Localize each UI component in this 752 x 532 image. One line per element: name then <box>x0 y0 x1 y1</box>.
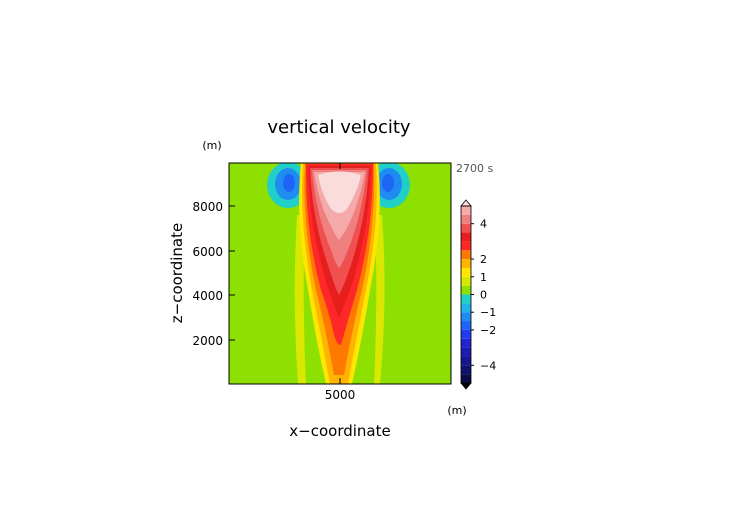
colorbar-segment <box>461 232 471 242</box>
colorbar-tick-label: 2 <box>480 253 487 266</box>
y-tick-label: 8000 <box>192 200 223 214</box>
colorbar-segment <box>461 214 471 224</box>
colorbar-top-arrow <box>460 199 472 207</box>
colorbar-segment <box>461 294 471 304</box>
colorbar-tick-label: −4 <box>480 359 496 372</box>
colorbar-segment <box>461 329 471 339</box>
colorbar-labels: 4 2 1 0 −1 −2 −4 <box>471 218 496 372</box>
y-unit-label: (m) <box>202 139 221 152</box>
colorbar-segment <box>461 312 471 322</box>
contour-field <box>229 163 451 384</box>
colorbar-segment <box>461 223 471 233</box>
colorbar-segment <box>461 303 471 313</box>
left-downdraft <box>267 163 309 208</box>
colorbar-segment <box>461 338 471 348</box>
colorbar-tick-label: 4 <box>480 218 487 231</box>
colorbar-segment <box>461 276 471 286</box>
colorbar-tick-label: −2 <box>480 324 496 337</box>
colorbar-segment <box>461 347 471 357</box>
colorbar-tick-label: 0 <box>480 289 487 302</box>
colorbar-segment <box>461 206 471 215</box>
colorbar-tick-label: 1 <box>480 271 487 284</box>
colorbar-segment <box>461 321 471 330</box>
x-unit-label: (m) <box>447 404 466 417</box>
colorbar-tick-label: −1 <box>480 306 496 319</box>
y-axis: 2000 4000 6000 8000 <box>192 200 235 348</box>
chart-title: vertical velocity <box>267 117 411 138</box>
colorbar-segment <box>461 285 471 295</box>
x-tick-label: 5000 <box>325 388 356 402</box>
colorbar-segment <box>461 250 471 260</box>
time-label: 2700 s <box>456 162 493 175</box>
colorbar-segment <box>461 365 471 375</box>
colorbar-segment <box>461 374 471 383</box>
colorbar-segments <box>461 206 471 383</box>
y-axis-title: z−coordinate <box>168 223 186 323</box>
colorbar-segment <box>461 259 471 268</box>
x-axis: 5000 <box>325 163 356 402</box>
colorbar: 4 2 1 0 −1 −2 −4 <box>460 199 496 390</box>
x-axis-title: x−coordinate <box>289 422 390 440</box>
y-tick-label: 2000 <box>192 334 223 348</box>
colorbar-segment <box>461 356 471 366</box>
updraft-plume <box>299 163 380 384</box>
y-tick-label: 6000 <box>192 245 223 259</box>
y-tick-label: 4000 <box>192 289 223 303</box>
colorbar-segment <box>461 241 471 251</box>
colorbar-bottom-arrow <box>460 382 472 390</box>
colorbar-segment <box>461 267 471 277</box>
